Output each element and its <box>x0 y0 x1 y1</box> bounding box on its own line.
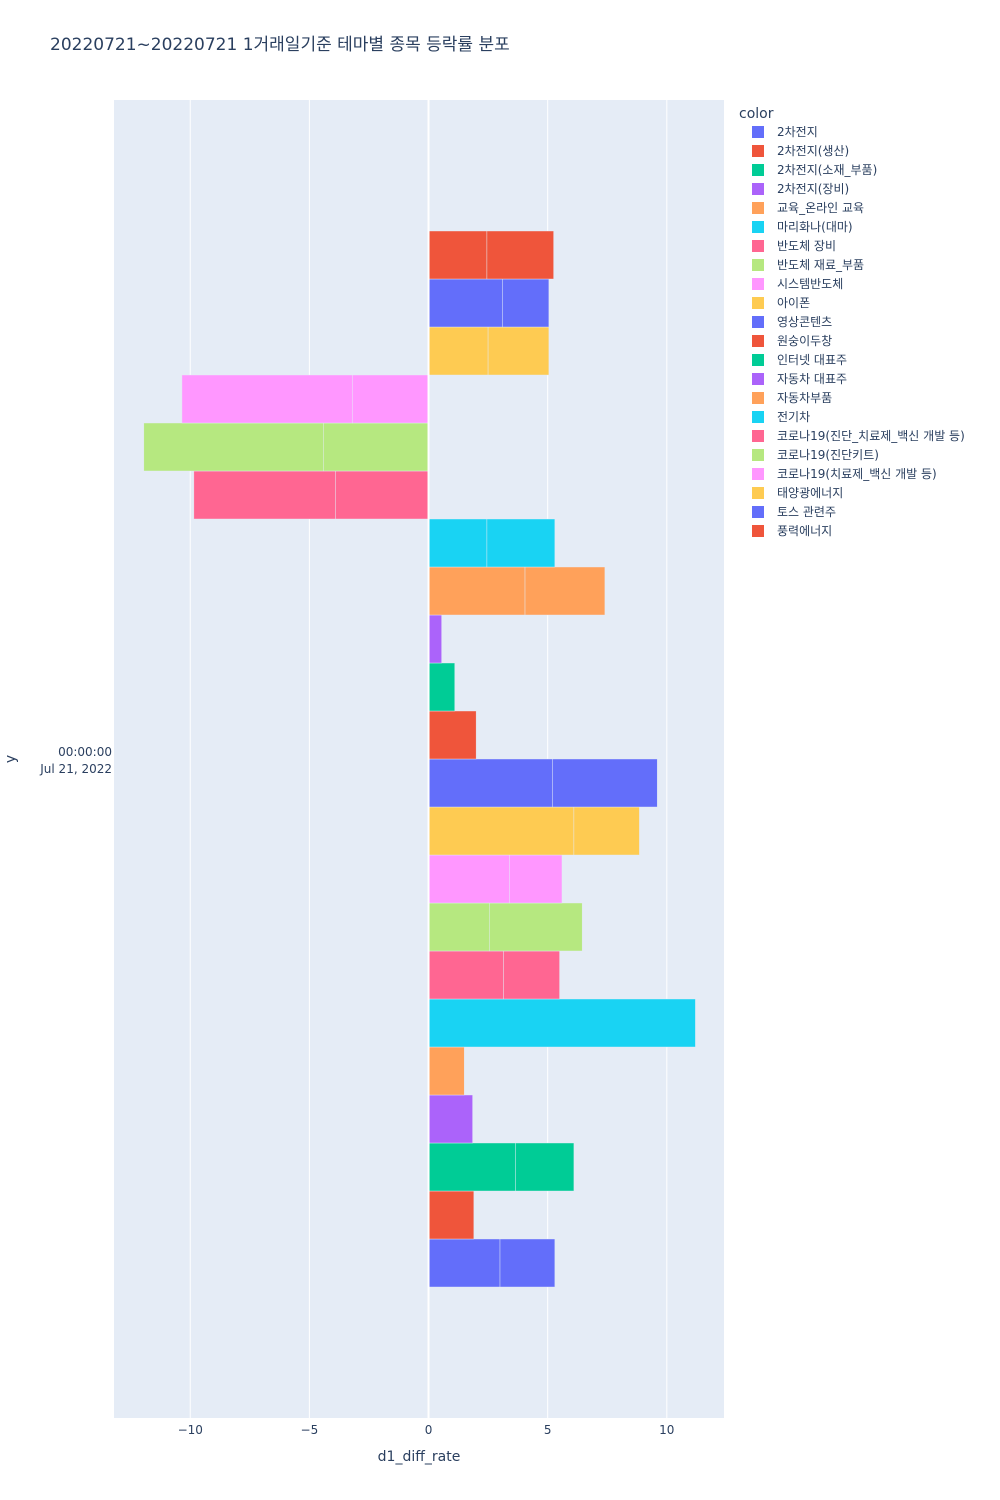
legend-swatch <box>752 183 764 195</box>
bar-segment <box>428 902 490 952</box>
legend-swatch <box>752 221 764 233</box>
legend-item-label: 반도체 재료_부품 <box>777 258 864 272</box>
bar-segment <box>552 758 658 808</box>
legend-item-label: 코로나19(진단키트) <box>777 448 879 462</box>
legend-swatch <box>752 430 764 442</box>
legend-swatch <box>752 373 764 385</box>
x-tick-label: −5 <box>301 1423 319 1437</box>
bar-segment <box>428 806 575 856</box>
y-tick-label-time: 00:00:00 <box>58 745 112 759</box>
legend-swatch <box>752 392 764 404</box>
legend-item-label: 토스 관련주 <box>777 505 836 519</box>
bar-segment <box>428 662 456 712</box>
bar-segment <box>428 1190 475 1240</box>
legend-swatch <box>752 240 764 252</box>
legend-item-label: 2차전지(소재_부품) <box>777 163 877 177</box>
x-tick-label: 5 <box>544 1423 552 1437</box>
legend-title: color <box>739 106 774 122</box>
x-tick-label: 0 <box>425 1423 433 1437</box>
bar-segment <box>323 422 429 472</box>
bar-segment <box>515 1142 575 1192</box>
legend-item-label: 교육_온라인 교육 <box>777 201 864 215</box>
y-axis-title: y <box>3 755 19 763</box>
legend-swatch <box>752 525 764 537</box>
legend-item-label: 태양광에너지 <box>777 486 843 500</box>
bar-segment <box>181 374 353 424</box>
legend-item-label: 풍력에너지 <box>777 524 832 538</box>
legend-item-label: 아이폰 <box>777 296 810 310</box>
bar-segment <box>486 518 556 568</box>
legend-swatch <box>752 316 764 328</box>
bar-segment <box>428 1238 501 1288</box>
legend-swatch <box>752 354 764 366</box>
bar-segment <box>428 854 510 904</box>
bar-segment <box>502 278 550 328</box>
bar-segment <box>335 470 429 520</box>
bar-segment <box>499 1238 556 1288</box>
bar-segment <box>193 470 336 520</box>
legend-swatch <box>752 411 764 423</box>
bar-segment <box>428 710 477 760</box>
x-tick-labels: −10 −5 0 5 10 <box>178 1423 675 1437</box>
legend-item-label: 2차전지(생산) <box>777 144 849 158</box>
bar-segment <box>428 950 504 1000</box>
bar-segment <box>351 374 429 424</box>
bar-segment <box>428 518 488 568</box>
legend-swatch <box>752 145 764 157</box>
chart-title: 20220721~20220721 1거래일기준 테마별 종목 등락률 분포 <box>50 35 510 55</box>
legend-swatch <box>752 468 764 480</box>
legend-swatch <box>752 278 764 290</box>
legend-item-label: 반도체 장비 <box>777 239 836 253</box>
bar-segment <box>143 422 324 472</box>
bar-segment <box>428 758 553 808</box>
legend-swatch <box>752 487 764 499</box>
legend-item-label: 인터넷 대표주 <box>777 353 847 367</box>
bar-segment <box>428 1094 473 1144</box>
bar-segment <box>524 566 606 616</box>
legend-item-label: 자동차 대표주 <box>777 372 847 386</box>
legend-item-label: 시스템반도체 <box>777 277 843 291</box>
bar-segment <box>428 998 696 1048</box>
bar-segment <box>573 806 640 856</box>
legend: 2차전지 2차전지(생산) 2차전지(소재_부품) 2차전지(장비) 교육_온라인 교육… <box>752 125 965 538</box>
x-tick-label: −10 <box>178 1423 203 1437</box>
bar-segment <box>428 326 489 376</box>
bar-segment <box>428 278 503 328</box>
legend-swatch <box>752 259 764 271</box>
legend-item-label: 코로나19(치료제_백신 개발 등) <box>777 467 937 481</box>
legend-swatch <box>752 202 764 214</box>
legend-item-label: 원숭이두창 <box>777 334 832 348</box>
legend-swatch <box>752 164 764 176</box>
legend-item-label: 영상콘텐츠 <box>777 315 832 329</box>
legend-swatch <box>752 335 764 347</box>
x-tick-label: 10 <box>659 1423 674 1437</box>
legend-item-label: 2차전지(장비) <box>777 182 849 196</box>
legend-swatch <box>752 126 764 138</box>
bar-segment <box>487 326 550 376</box>
bar-segment <box>488 902 583 952</box>
bar-segment <box>509 854 563 904</box>
legend-item-label: 2차전지 <box>777 125 818 139</box>
bar-segment <box>503 950 560 1000</box>
legend-item-label: 전기차 <box>777 410 810 424</box>
bar-segment <box>428 1142 516 1192</box>
legend-item-label: 마리화나(대마) <box>777 220 853 234</box>
legend-item-label: 코로나19(진단_치료제_백신 개발 등) <box>777 429 965 443</box>
bar-segment <box>428 1046 465 1096</box>
bar-segment <box>428 566 526 616</box>
legend-swatch <box>752 506 764 518</box>
y-tick-label-date: Jul 21, 2022 <box>39 762 112 776</box>
legend-swatch <box>752 297 764 309</box>
legend-swatch <box>752 449 764 461</box>
bar-segment <box>428 230 488 280</box>
bar-segment <box>486 230 554 280</box>
x-axis-title: d1_diff_rate <box>378 1449 461 1465</box>
bar-segment <box>428 614 442 664</box>
legend-item-label: 자동차부품 <box>777 391 832 405</box>
